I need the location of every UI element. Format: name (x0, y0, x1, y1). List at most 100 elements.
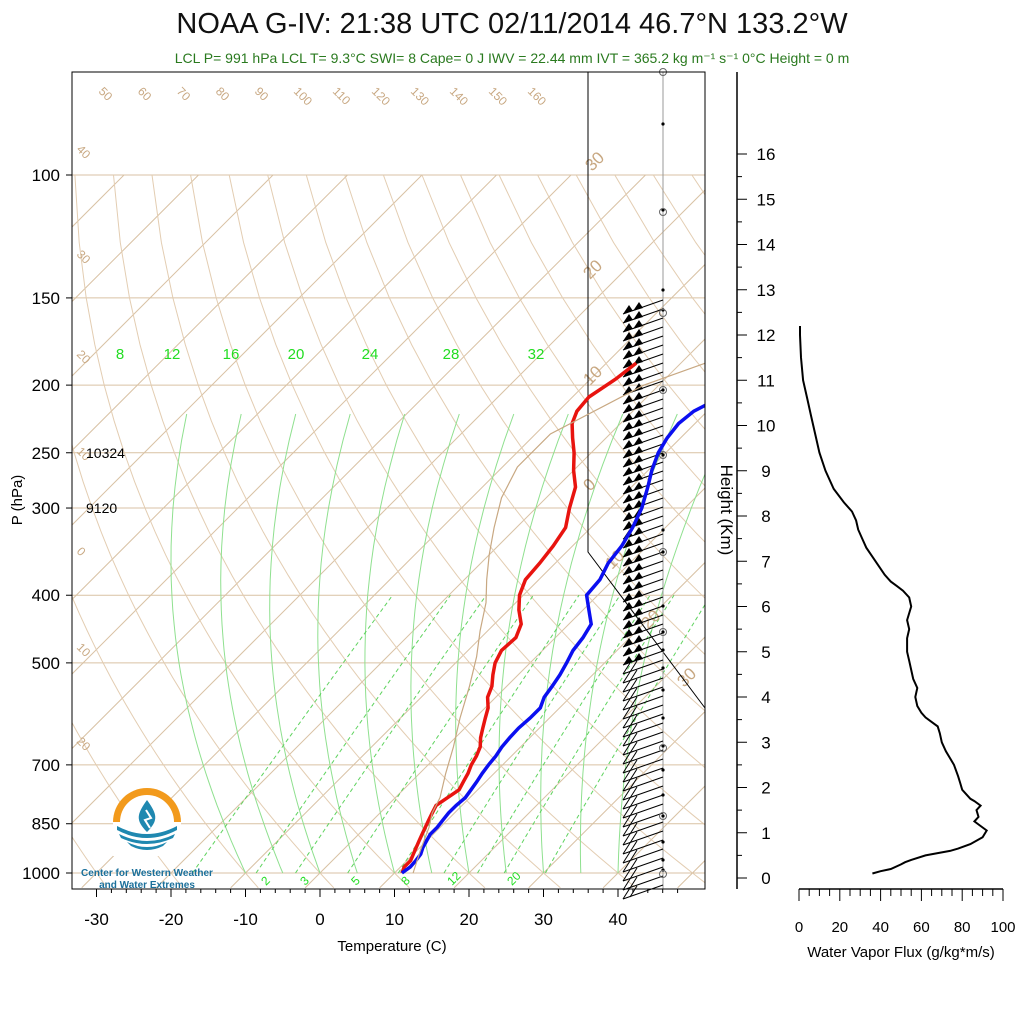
flux-tick-label: 20 (831, 919, 848, 936)
isotherm (304, 487, 705, 889)
wind-barb-flag (623, 431, 633, 440)
wind-barb-flag (633, 491, 643, 500)
wind-barb (622, 839, 664, 855)
wind-barb-tick (622, 752, 631, 765)
wind-barb-tick (629, 822, 638, 835)
wind-barb-flag (623, 404, 633, 413)
wind-barb-flag (623, 566, 633, 575)
isotherm-label: 90 (252, 84, 272, 104)
wind-barb (622, 542, 664, 558)
wind-level-dot (661, 648, 665, 652)
wind-barb-staff (622, 875, 664, 891)
wind-barb-flag (633, 392, 643, 401)
wind-barb-staff (622, 857, 664, 873)
wind-barb (622, 677, 664, 693)
wind-barb-staff (622, 884, 664, 900)
wind-barb-tick (629, 732, 638, 745)
mixing-ratio-label: 3 (297, 873, 312, 888)
wind-barb (622, 794, 664, 810)
mixing-ratio-line (397, 594, 580, 874)
wind-barb-flag (633, 446, 643, 455)
wind-barb-flag (633, 428, 643, 437)
height-tick-label: 0 (761, 869, 770, 888)
dry-adiabat (190, 174, 637, 889)
wind-barb-flag (633, 464, 643, 473)
wind-level-dot (661, 666, 665, 670)
height-annotation: 10324 (86, 445, 125, 461)
wind-barb (622, 641, 664, 657)
height-tick-label: 9 (761, 462, 770, 481)
temperature-profile (400, 361, 638, 874)
wind-barb (622, 425, 664, 441)
isotherm-label: 40 (74, 142, 94, 162)
isotherm-label: 130 (408, 84, 432, 108)
wind-barb-tick (622, 734, 631, 747)
wind-level-dot (661, 453, 665, 457)
wind-barb-flag (633, 599, 643, 608)
wind-level-dot (661, 716, 665, 720)
wind-barb (622, 803, 664, 819)
wind-barb-flag (633, 338, 643, 347)
wind-barb-tick (629, 741, 638, 754)
wind-barb (622, 830, 664, 846)
wind-barb-tick (622, 869, 631, 882)
wind-barb-tick (622, 779, 631, 792)
logo-line-1: Center for Western Weather (81, 868, 213, 879)
wind-barb-flag (623, 332, 633, 341)
wind-barb-tick (622, 743, 631, 756)
height-tick-label: 3 (761, 733, 770, 752)
wind-barb-flag (633, 473, 643, 482)
wind-barb-staff (622, 695, 664, 711)
wind-barb-staff (622, 668, 664, 684)
wind-barb-tick (629, 867, 638, 880)
isotherm-label: 100 (291, 84, 315, 108)
wind-barb-tick (622, 707, 631, 720)
wind-level-circle (659, 628, 667, 636)
wind-barb-staff (622, 776, 664, 792)
wind-barb (622, 866, 664, 882)
wind-barb-flag (623, 638, 633, 647)
height-axis-label: Height (Km) (717, 465, 736, 556)
wind-barb (622, 857, 664, 873)
moist-adiabat (317, 413, 358, 874)
wind-barb-flag (623, 629, 633, 638)
x-tick-label: 40 (609, 910, 628, 929)
wind-barb-staff (622, 794, 664, 810)
wind-barb-tick (629, 813, 638, 826)
wind-barb-tick (622, 716, 631, 729)
dry-adiabat (267, 174, 705, 826)
y-axis-label: P (hPa) (9, 475, 26, 526)
wind-barb-staff (622, 848, 664, 864)
wind-barb-tick (622, 851, 631, 864)
wind-barb-tick (622, 887, 631, 900)
height-tick-label: 4 (761, 688, 770, 707)
isotherm-label: 150 (486, 84, 510, 108)
wind-level-circle (659, 451, 667, 459)
mixing-ratio-line (544, 603, 705, 874)
wind-barb-flag (623, 548, 633, 557)
wind-barb (622, 875, 664, 891)
mixing-ratio-label: 32 (528, 346, 545, 363)
height-tick-label: 11 (757, 371, 775, 390)
wind-barb-flag (633, 401, 643, 410)
wind-barb-flag (623, 305, 633, 314)
wind-barb-tick (622, 689, 631, 702)
isotherm (72, 174, 199, 303)
wind-barb-flag (623, 368, 633, 377)
dry-adiabat (72, 836, 108, 889)
isotherm-label: 160 (525, 84, 549, 108)
wind-level-dot (661, 768, 665, 772)
wind-barb (622, 551, 664, 567)
height-tick-label: 1 (761, 824, 770, 843)
wind-barb-tick (629, 687, 638, 700)
wind-barb (622, 434, 664, 450)
wind-barb-flag (633, 581, 643, 590)
moist-adiabat (220, 413, 284, 874)
isotherm (72, 189, 705, 824)
wind-barb-tick (629, 678, 638, 691)
wind-barb-tick (622, 842, 631, 855)
wind-barb-flag (633, 455, 643, 464)
wind-barb-tick (622, 860, 631, 873)
wind-barb-tick (629, 723, 638, 736)
